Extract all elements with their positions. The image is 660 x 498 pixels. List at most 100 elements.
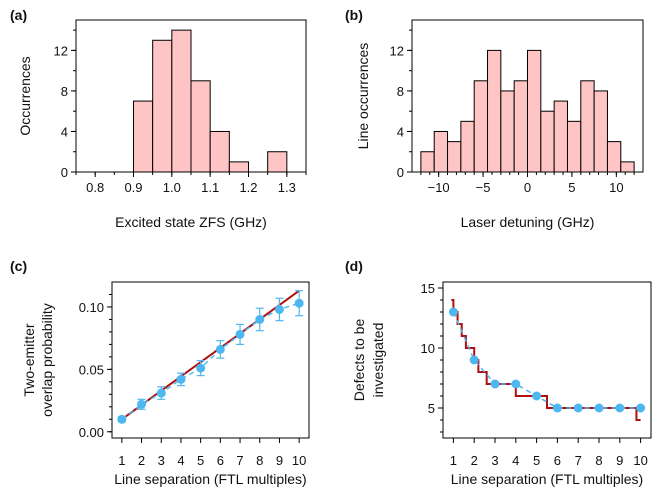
x-tick-label: 10 <box>292 453 306 468</box>
histogram-bar <box>593 90 608 173</box>
data-point <box>636 403 646 413</box>
data-point <box>215 344 225 354</box>
histogram-bar <box>228 161 249 173</box>
step-line <box>451 299 641 421</box>
x-tick-label: 1.2 <box>239 180 257 195</box>
histogram-bar <box>190 80 211 173</box>
y-tick-label: 0 <box>397 165 404 180</box>
data-point <box>552 403 562 413</box>
histogram-bar <box>500 90 515 173</box>
histogram-bar <box>553 100 568 173</box>
y-tick-label: 0.05 <box>79 362 104 377</box>
x-tick-label: 3 <box>491 453 498 468</box>
y-axis-label: Occurrences <box>17 56 33 135</box>
y-tick-label: 12 <box>390 43 404 58</box>
x-axis-label: Laser detuning (GHz) <box>461 214 595 230</box>
data-point <box>117 414 127 424</box>
x-tick-label: 7 <box>575 453 582 468</box>
x-tick-label: 1.3 <box>278 180 296 195</box>
histogram-bar <box>527 49 542 173</box>
chart-panel-c: (c) 1 2 3 4 5 6 7 8 9 10 0.00 0.05 0.10 Line separatio… <box>10 258 310 487</box>
x-tick-label: 5 <box>197 453 204 468</box>
fit-line <box>121 289 300 421</box>
x-tick-label: 9 <box>616 453 623 468</box>
x-tick-label: 1 <box>118 453 125 468</box>
data-point <box>594 403 604 413</box>
histogram-bar <box>473 80 489 173</box>
x-tick-label: 4 <box>177 453 184 468</box>
data-point <box>615 403 625 413</box>
x-tick-label: 6 <box>554 453 561 468</box>
x-tick-label: 4 <box>512 453 519 468</box>
y-tick-label: 0 <box>61 165 68 180</box>
data-point <box>469 355 479 365</box>
y-axis-label-line1: Defects to be <box>351 319 367 402</box>
histogram-bar <box>133 100 154 173</box>
data-point <box>176 374 186 384</box>
histogram-bar <box>487 49 502 173</box>
histogram-bar <box>447 141 462 173</box>
histogram-bar <box>513 80 529 173</box>
x-tick-label: 0.8 <box>86 180 104 195</box>
x-tick-label: 5 <box>568 180 575 195</box>
x-axis-label: Line separation (FTL multiples) <box>114 471 306 487</box>
data-point <box>137 399 147 409</box>
x-axis-label: Excited state ZFS (GHz) <box>115 214 267 230</box>
y-tick-label: 0.00 <box>79 425 104 440</box>
x-tick-label: 1 <box>450 453 457 468</box>
data-point <box>235 329 245 339</box>
data-point <box>255 314 265 324</box>
y-axis-label-line2: investigated <box>370 323 386 398</box>
data-point <box>511 379 521 389</box>
y-tick-label: 8 <box>397 84 404 99</box>
data-point <box>294 298 304 308</box>
histogram-bar <box>566 120 582 173</box>
y-tick-label: 8 <box>61 84 68 99</box>
chart-panel-b: (b) −10 −5 0 5 10 0 4 8 12 Laser detuning (GHz) Lin… <box>345 7 644 230</box>
y-tick-label: 0.10 <box>79 300 104 315</box>
y-tick-label: 12 <box>54 43 68 58</box>
x-tick-label: 10 <box>633 453 647 468</box>
data-point <box>156 388 166 398</box>
data-point <box>532 391 542 401</box>
chart-panel-a: (a) 0.8 0.9 1.0 1.1 1.2 1.3 0 4 8 12 Excited state … <box>10 7 307 230</box>
data-point <box>573 403 583 413</box>
x-tick-label: 7 <box>236 453 243 468</box>
x-tick-label: 9 <box>276 453 283 468</box>
x-tick-label: 8 <box>256 453 263 468</box>
histogram-bar <box>606 141 622 173</box>
data-connector-line <box>121 302 300 420</box>
histogram-bar <box>209 130 230 173</box>
x-axis-label: Line separation (FTL multiples) <box>451 471 643 487</box>
x-tick-label: 5 <box>533 453 540 468</box>
data-point <box>274 304 284 314</box>
histogram-bar <box>580 80 595 173</box>
data-point <box>490 379 500 389</box>
y-tick-label: 15 <box>421 281 435 296</box>
x-tick-label: 10 <box>609 180 623 195</box>
panel-label: (c) <box>10 258 27 274</box>
data-point <box>196 363 206 373</box>
y-axis-label-line2: overlap probability <box>39 303 55 417</box>
x-tick-label: −10 <box>428 180 450 195</box>
x-tick-label: 8 <box>595 453 602 468</box>
histogram-bar <box>540 110 555 173</box>
x-tick-label: 1.0 <box>163 180 181 195</box>
x-tick-label: 0.9 <box>124 180 142 195</box>
x-tick-label: 0 <box>524 180 531 195</box>
panel-label: (b) <box>345 7 363 23</box>
y-tick-label: 4 <box>397 124 404 139</box>
panel-label: (d) <box>345 258 363 274</box>
data-connector-line <box>452 311 641 409</box>
y-axis-label-line1: Two-emitter <box>21 323 37 396</box>
panel-label: (a) <box>10 7 27 23</box>
data-point <box>448 307 458 317</box>
histogram-bar <box>460 120 475 173</box>
histogram-bar <box>420 151 435 173</box>
x-tick-label: 2 <box>138 453 145 468</box>
histogram-bar <box>171 29 192 173</box>
x-tick-label: 2 <box>471 453 478 468</box>
x-tick-label: 1.1 <box>201 180 219 195</box>
